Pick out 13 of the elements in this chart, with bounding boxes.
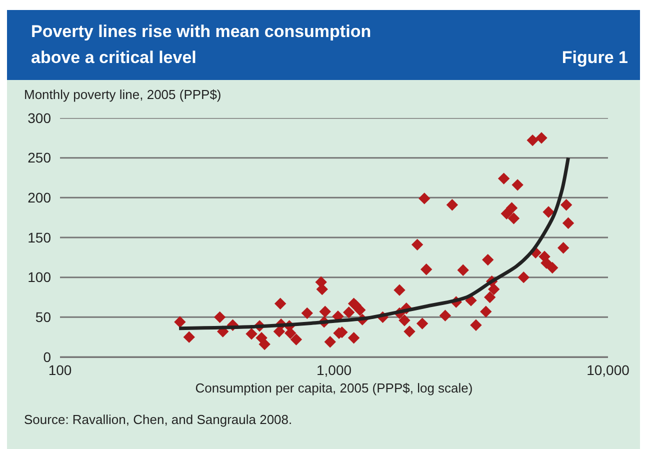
y-axis-title: Monthly poverty line, 2005 (PPP$): [24, 87, 222, 102]
y-tick-label: 150: [28, 229, 52, 246]
chart-subtitle: Figure 1: [562, 47, 628, 69]
x-axis-title: Consumption per capita, 2005 (PPP$, log scale): [195, 380, 473, 396]
chart-title: Poverty lines rise with mean consumption above a critical level: [31, 21, 372, 69]
y-tick-label: 300: [28, 110, 52, 126]
y-tick-label: 50: [35, 309, 52, 326]
y-tick-label: 100: [28, 269, 52, 286]
x-tick-label: 10,000: [586, 362, 630, 378]
y-tick-label: 200: [28, 190, 52, 206]
y-tick-label: 250: [28, 150, 52, 166]
x-tick-label: 1,000: [316, 362, 352, 378]
source-note: Source: Ravallion, Chen, and Sangraula 2008.: [24, 412, 292, 427]
